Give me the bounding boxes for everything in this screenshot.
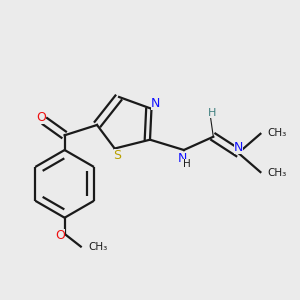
Text: CH₃: CH₃ — [268, 168, 287, 178]
Text: N: N — [151, 97, 160, 110]
Text: H: H — [208, 108, 216, 118]
Text: H: H — [183, 159, 191, 169]
Text: CH₃: CH₃ — [88, 242, 107, 252]
Text: CH₃: CH₃ — [268, 128, 287, 138]
Text: N: N — [234, 141, 243, 154]
Text: O: O — [55, 229, 65, 242]
Text: O: O — [36, 111, 46, 124]
Text: S: S — [114, 148, 122, 161]
Text: N: N — [178, 152, 187, 165]
